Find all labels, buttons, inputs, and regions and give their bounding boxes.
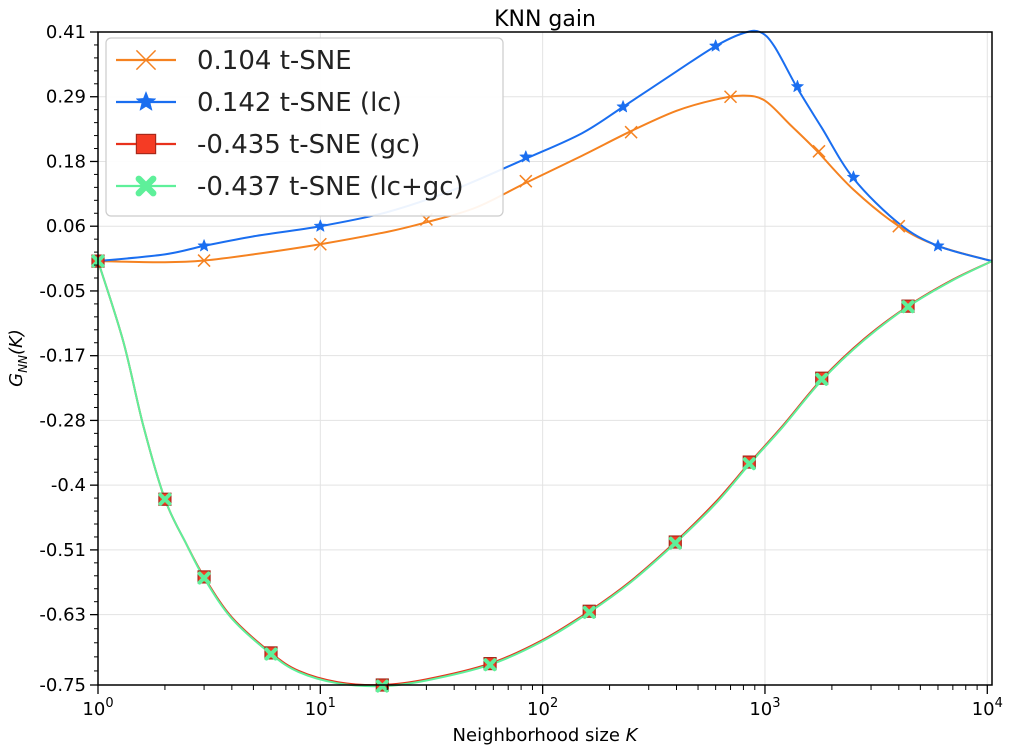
legend: 0.104 t-SNE 0.142 t-SNE (lc) -0.435 t-SNE …: [105, 37, 504, 217]
series-1-point-stroke: [313, 237, 327, 251]
legend-label-4: -0.437 t-SNE (lc+gc): [197, 172, 464, 202]
series-4-point-stroke: [668, 536, 682, 550]
series-2-point: [197, 238, 211, 252]
series-2-point: [616, 99, 630, 113]
legend-marker-2: [135, 90, 157, 111]
series-4-point: [668, 536, 682, 550]
y-tick-label: -0.51: [39, 540, 86, 561]
series-1-point: [197, 254, 211, 268]
series-4-point-stroke: [375, 679, 389, 693]
legend-marker-1-stroke: [135, 49, 157, 71]
series-4-point: [375, 679, 389, 693]
y-tick-label: 0.18: [46, 151, 86, 172]
series-1-point: [812, 144, 826, 158]
y-axis-title-main: G: [6, 373, 27, 387]
series-1-point-stroke: [892, 219, 906, 233]
legend-marker-4: [135, 175, 157, 197]
series-4-point-stroke: [264, 647, 278, 661]
series-1-point: [723, 90, 738, 104]
series-4-point: [815, 372, 829, 386]
series-1-point-stroke: [519, 174, 533, 188]
x-tick-label: 103: [749, 696, 780, 720]
series-2-point: [931, 238, 945, 252]
legend-label-1: 0.104 t-SNE: [197, 46, 352, 76]
y-tick-label: -0.63: [39, 605, 86, 626]
x-tick-label: 100: [82, 696, 113, 720]
legend-marker-4-stroke: [135, 175, 157, 197]
x-tick-label: 102: [527, 696, 558, 720]
series-1-point-stroke: [197, 254, 211, 268]
legend-label-2: 0.142 t-SNE (lc): [197, 88, 402, 118]
series-4-point-stroke: [197, 571, 211, 585]
y-tick-label: -0.05: [39, 281, 86, 302]
series-4-point-stroke: [742, 457, 756, 471]
series-4-point: [742, 457, 756, 471]
axis-ticks: 0.41 0.29 0.18 0.06 -0.05 -0.17 -0.28 -0.4 -0.51…: [39, 22, 1002, 720]
series-1-point-stroke: [723, 90, 738, 104]
series-4-point-stroke: [901, 300, 915, 314]
series-4-point-stroke: [582, 605, 596, 619]
legend-marker-3: [135, 133, 157, 155]
series-4-point-stroke: [483, 658, 497, 672]
series-1-point: [892, 219, 906, 233]
series-4-point-stroke: [815, 372, 829, 386]
series-1-point-stroke: [812, 144, 826, 158]
y-tick-label: 0.06: [46, 216, 86, 237]
x-tick-label: 101: [305, 696, 336, 720]
x-axis-title-var: K: [626, 725, 639, 746]
chart-title: KNN gain: [494, 7, 596, 32]
series-2-point: [846, 170, 861, 184]
series-1-point: [624, 125, 638, 139]
y-tick-label: -0.17: [39, 346, 86, 367]
series-4-point: [264, 647, 278, 661]
series-4-point-stroke: [158, 492, 172, 506]
series-2-point: [790, 79, 805, 93]
series-4-point: [901, 300, 915, 314]
legend-label-3: -0.435 t-SNE (gc): [197, 130, 420, 160]
x-axis-title: Neighborhood size K: [453, 725, 639, 746]
y-tick-label: -0.75: [39, 675, 86, 696]
y-tick-label: 0.41: [46, 22, 86, 43]
series-4-point: [483, 658, 497, 672]
series-1-point-stroke: [624, 125, 638, 139]
series-1-point: [519, 174, 533, 188]
series-2-point: [708, 38, 723, 52]
y-axis-title: GNN(K): [6, 329, 30, 387]
y-axis-title-sub: NN: [16, 355, 30, 373]
series-4-point: [158, 492, 172, 506]
y-axis-title-arg: (K): [6, 329, 27, 355]
x-tick-label: 104: [972, 696, 1003, 720]
series-1-point: [313, 237, 327, 251]
series-2-point: [518, 149, 533, 163]
series-line-1: [97, 94, 993, 264]
y-tick-label: -0.4: [51, 475, 86, 496]
plot-frame: [97, 31, 993, 686]
series-layer: [91, 29, 993, 693]
series-2-point: [313, 219, 328, 233]
series-line-2: [97, 29, 993, 263]
legend-box: [105, 37, 504, 217]
x-axis-title-main: Neighborhood size: [453, 725, 626, 746]
y-tick-label: 0.29: [46, 87, 86, 108]
y-tick-label: -0.28: [39, 410, 86, 431]
series-4-point: [582, 605, 596, 619]
legend-marker-1: [135, 49, 157, 71]
series-4-point: [197, 571, 211, 585]
